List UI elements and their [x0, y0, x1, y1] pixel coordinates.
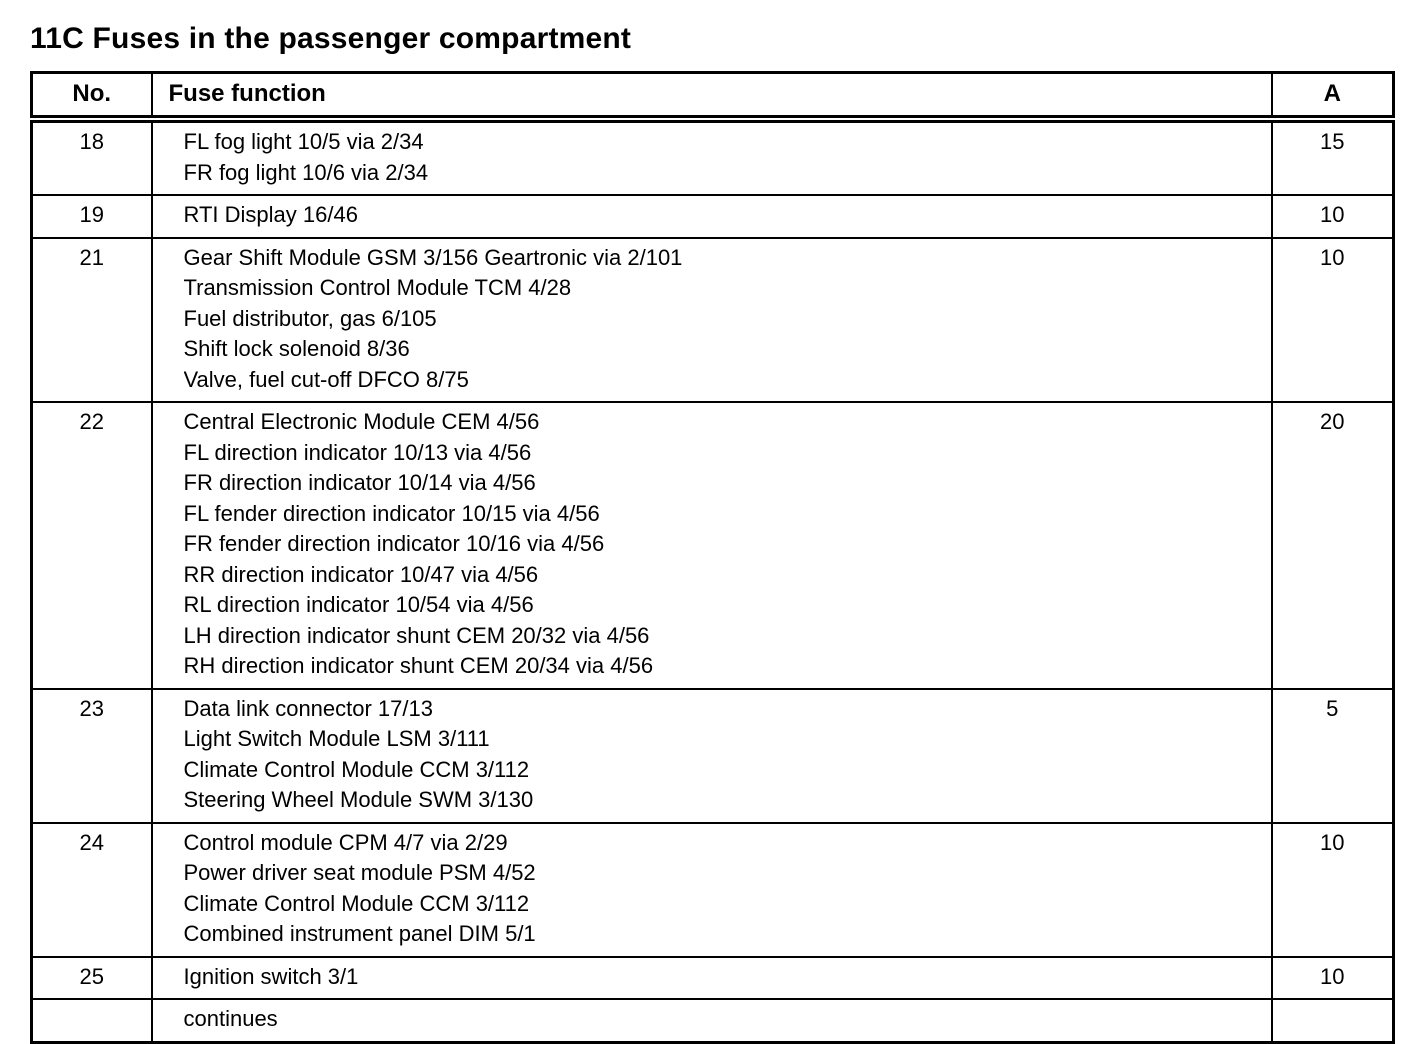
fuse-number: 25 [30, 955, 153, 1000]
fuse-function-line: Ignition switch 3/1 [183, 963, 359, 989]
fuse-function-line: Combined instrument panel DIM 5/1 [183, 921, 536, 946]
fuse-function-line: LH direction indicator shunt CEM 20/32 v… [183, 622, 650, 648]
fuse-function-line: Fuel distributor, gas 6/105 [183, 305, 437, 331]
fuse-number: 19 [30, 194, 153, 239]
fuse-function-line: Data link connector 17/13 [183, 695, 434, 721]
fuse-functions: Control module CPM 4/7 via 2/29 Power dri… [150, 821, 1273, 958]
fuse-function-line: Valve, fuel cut-off DFCO 8/75 [183, 366, 469, 392]
fuse-function-line: Climate Control Module CCM 3/112 [183, 890, 530, 916]
fuse-function-line: FL direction indicator 10/13 via 4/56 [183, 439, 532, 465]
fuse-number: 22 [30, 401, 153, 690]
fuse-function-line: Steering Wheel Module SWM 3/130 [183, 787, 534, 812]
fuse-function-line: Transmission Control Module TCM 4/28 [183, 275, 572, 300]
fuse-function-line: FR fog light 10/6 via 2/34 [183, 159, 429, 185]
table-row: 19 RTI Display 16/46 10 [30, 194, 1395, 239]
fuse-function-line: RTI Display 16/46 [183, 202, 358, 227]
header-no: No. [30, 71, 153, 123]
fuse-functions: Central Electronic Module CEM 4/56 FL dir… [150, 401, 1273, 690]
fuse-amperage: 15 [1270, 118, 1395, 196]
fuse-function-line: FR direction indicator 10/14 via 4/56 [183, 470, 536, 495]
fuse-function-line: Power driver seat module PSM 4/52 [183, 860, 536, 885]
fuse-functions: Gear Shift Module GSM 3/156 Geartronic v… [150, 236, 1273, 403]
fuse-functions: continues [150, 998, 1273, 1043]
table-row: 23 Data link connector 17/13 Light Switch… [30, 687, 1395, 824]
fuse-function-line: RR direction indicator 10/47 via 4/56 [183, 561, 539, 587]
fuse-amperage: 10 [1270, 236, 1395, 403]
fuse-function-line: RH direction indicator shunt CEM 20/34 v… [183, 653, 654, 678]
fuse-table-body: 18 FL fog light 10/5 via 2/34 FR fog ligh… [30, 118, 1395, 1043]
fuse-function-line: Shift lock solenoid 8/36 [183, 336, 410, 361]
header-amperage: A [1270, 71, 1395, 123]
fuse-functions: Ignition switch 3/1 [150, 955, 1273, 1000]
fuse-function-line: Control module CPM 4/7 via 2/29 [183, 829, 508, 855]
fuse-table: No. Fuse function A 18 FL fog light 10/5… [30, 71, 1395, 1044]
fuse-amperage: 10 [1270, 955, 1395, 1000]
header-fuse-function: Fuse function [150, 71, 1273, 123]
fuse-function-line: FR fender direction indicator 10/16 via … [183, 531, 605, 556]
table-row: continues [30, 998, 1395, 1043]
fuse-function-line: continues [183, 1006, 278, 1031]
fuse-number: 21 [30, 236, 153, 403]
fuse-function-line: Climate Control Module CCM 3/112 [183, 756, 530, 782]
table-row: 18 FL fog light 10/5 via 2/34 FR fog ligh… [30, 118, 1395, 196]
page-title: 11C Fuses in the passenger compartment [30, 22, 632, 55]
fuse-function-line: RL direction indicator 10/54 via 4/56 [183, 592, 534, 617]
fuse-amperage: 10 [1270, 821, 1395, 958]
table-row: 22 Central Electronic Module CEM 4/56 FL … [30, 401, 1395, 690]
fuse-number [30, 998, 153, 1043]
fuse-function-line: FL fender direction indicator 10/15 via … [183, 500, 600, 526]
fuse-amperage: 10 [1270, 194, 1395, 239]
fuse-function-line: FL fog light 10/5 via 2/34 [183, 129, 424, 154]
fuse-function-line: Central Electronic Module CEM 4/56 [183, 409, 540, 434]
fuse-functions: RTI Display 16/46 [150, 194, 1273, 239]
fuse-number: 23 [30, 687, 153, 824]
fuse-functions: Data link connector 17/13 Light Switch Mo… [150, 687, 1273, 824]
fuse-amperage: 20 [1270, 401, 1395, 690]
fuse-function-line: Light Switch Module LSM 3/111 [183, 726, 490, 751]
fuse-number: 24 [30, 821, 153, 958]
table-row: 24 Control module CPM 4/7 via 2/29 Power … [30, 821, 1395, 958]
table-row: 25 Ignition switch 3/1 10 [30, 955, 1395, 1000]
fuse-amperage: 5 [1270, 687, 1395, 824]
fuse-functions: FL fog light 10/5 via 2/34 FR fog light 1… [150, 118, 1273, 196]
fuse-amperage [1270, 998, 1395, 1043]
fuse-function-line: Gear Shift Module GSM 3/156 Geartronic v… [183, 244, 683, 270]
table-header-row: No. Fuse function A [30, 71, 1395, 123]
table-row: 21 Gear Shift Module GSM 3/156 Geartroni… [30, 236, 1395, 403]
fuse-number: 18 [30, 118, 153, 196]
